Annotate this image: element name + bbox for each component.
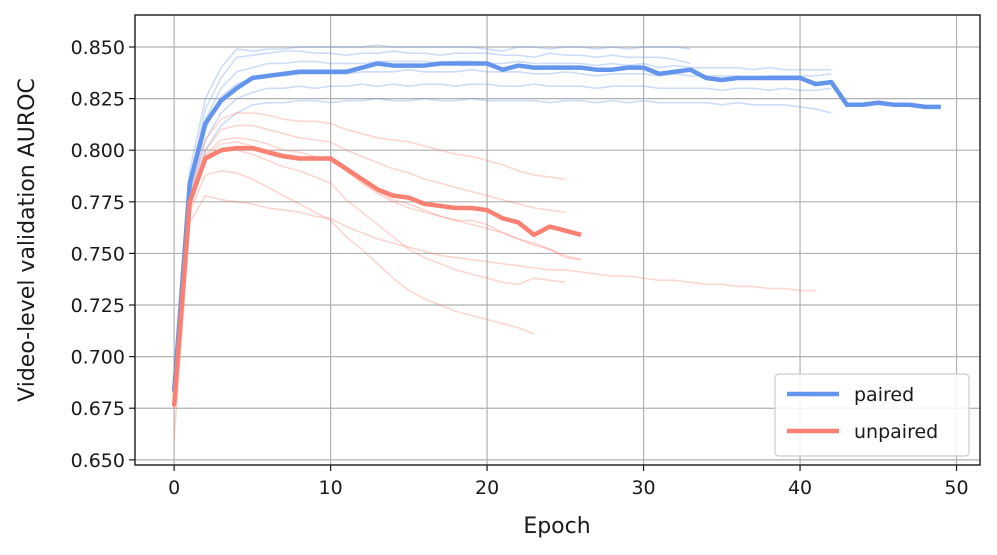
x-tick-label: 20 [475, 477, 499, 499]
run-line-unpaired [173, 170, 535, 409]
y-tick-label: 0.825 [71, 89, 125, 111]
y-tick-label: 0.775 [71, 192, 125, 214]
legend: paired unpaired [774, 373, 970, 457]
run-line-unpaired [173, 149, 566, 409]
x-tick-label: 10 [319, 477, 343, 499]
y-tick-label: 0.750 [71, 243, 125, 265]
legend-label-unpaired: unpaired [854, 421, 938, 443]
x-tick-label: 50 [944, 477, 968, 499]
run-line-paired [173, 44, 691, 398]
y-tick-label: 0.650 [71, 450, 125, 472]
x-tick-label: 0 [168, 477, 180, 499]
run-line-unpaired [173, 141, 582, 407]
x-axis-label: Epoch [523, 514, 590, 539]
plot-frame [134, 14, 981, 466]
series-line-paired [171, 61, 941, 392]
legend-label-paired: paired [854, 384, 914, 406]
run-line-unpaired [173, 137, 582, 405]
series-line-unpaired [171, 145, 582, 407]
run-line-paired [173, 60, 832, 392]
run-line-unpaired [173, 194, 816, 440]
individual-runs [173, 44, 832, 440]
run-line-paired [173, 97, 832, 386]
y-axis-ticks: 0.650 0.675 0.700 0.725 0.750 0.775 0.800 0.825… [71, 37, 135, 472]
run-line-unpaired [173, 124, 566, 407]
mean-series [171, 61, 941, 407]
x-axis-ticks: 0 10 20 30 40 50 [168, 465, 969, 499]
run-line-unpaired [173, 112, 566, 409]
x-tick-label: 40 [788, 477, 812, 499]
y-tick-label: 0.800 [71, 140, 125, 162]
y-axis-label: Video-level validation AUROC [15, 78, 40, 402]
y-tick-label: 0.850 [71, 37, 125, 59]
y-tick-label: 0.675 [71, 398, 125, 420]
run-line-paired [173, 83, 832, 388]
y-tick-label: 0.725 [71, 295, 125, 317]
y-tick-label: 0.700 [71, 347, 125, 369]
grid [135, 15, 980, 465]
x-tick-label: 30 [631, 477, 655, 499]
run-line-paired [173, 68, 832, 390]
run-line-paired [173, 50, 691, 394]
